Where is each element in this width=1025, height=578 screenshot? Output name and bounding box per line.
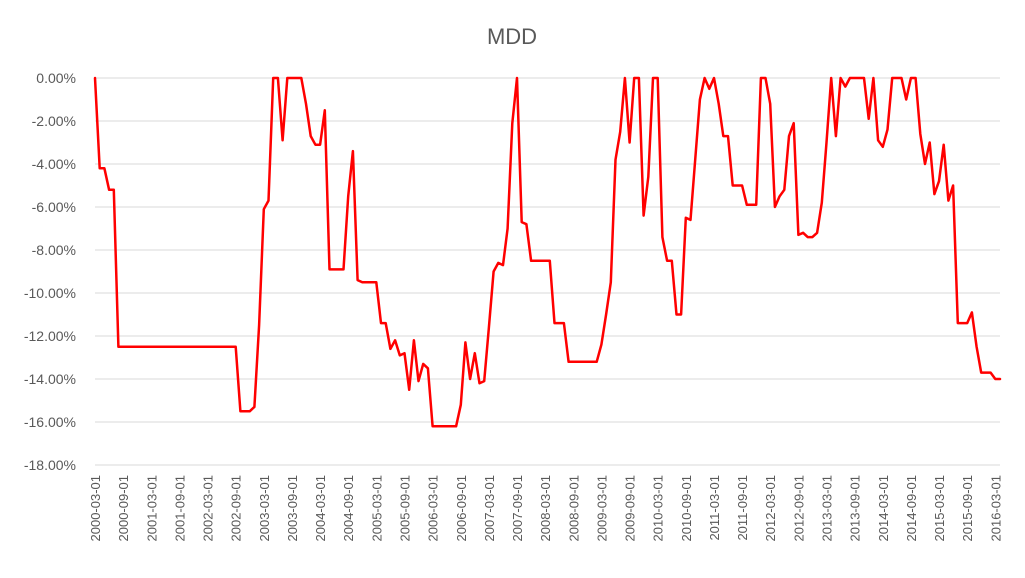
y-tick-label: -14.00% (24, 371, 76, 387)
y-tick-label: -16.00% (24, 414, 76, 430)
x-tick-label: 2008-03-01 (538, 475, 553, 542)
x-tick-label: 2005-03-01 (369, 475, 384, 542)
x-tick-label: 2013-03-01 (820, 475, 835, 542)
x-axis-tick-labels: 2000-03-01 2000-09-01 2001-03-01 2001-09-01… (88, 475, 1003, 542)
x-tick-label: 2004-03-01 (313, 475, 328, 542)
chart-title: MDD (487, 24, 537, 49)
x-tick-label: 2003-09-01 (285, 475, 300, 542)
gridlines (95, 77, 1000, 466)
x-tick-label: 2001-03-01 (144, 475, 159, 542)
x-tick-label: 2011-09-01 (735, 475, 750, 541)
x-tick-label: 2010-09-01 (679, 475, 694, 542)
x-tick-label: 2007-03-01 (482, 475, 497, 542)
x-tick-label: 2008-09-01 (566, 475, 581, 542)
x-tick-label: 2007-09-01 (510, 475, 525, 542)
y-tick-label: -6.00% (32, 199, 76, 215)
y-tick-label: -18.00% (24, 457, 76, 473)
x-tick-label: 2001-09-01 (172, 475, 187, 542)
x-tick-label: 2005-09-01 (398, 475, 413, 542)
x-tick-label: 2013-09-01 (848, 475, 863, 542)
x-tick-label: 2011-03-01 (707, 475, 722, 541)
x-tick-label: 2016-03-01 (988, 475, 1003, 542)
x-tick-label: 2015-03-01 (932, 475, 947, 542)
x-tick-label: 2004-09-01 (341, 475, 356, 542)
y-axis-tick-labels: 0.00% -2.00% -4.00% -6.00% -8.00% -10.00% -12.… (24, 70, 76, 473)
x-tick-label: 2009-09-01 (623, 475, 638, 542)
x-tick-label: 2009-03-01 (594, 475, 609, 542)
x-tick-label: 2006-03-01 (426, 475, 441, 542)
x-tick-label: 2002-09-01 (229, 475, 244, 542)
x-tick-label: 2003-03-01 (257, 475, 272, 542)
x-tick-label: 2000-03-01 (88, 475, 103, 542)
x-tick-label: 2012-09-01 (791, 475, 806, 542)
x-tick-label: 2014-09-01 (904, 475, 919, 542)
series-layer (93, 76, 1002, 428)
y-tick-label: 0.00% (36, 70, 76, 86)
y-tick-label: -8.00% (32, 242, 76, 258)
y-tick-label: -10.00% (24, 285, 76, 301)
y-tick-label: -2.00% (32, 113, 76, 129)
x-tick-label: 2000-09-01 (116, 475, 131, 542)
y-tick-label: -4.00% (32, 156, 76, 172)
y-tick-label: -12.00% (24, 328, 76, 344)
x-tick-label: 2012-03-01 (763, 475, 778, 542)
x-tick-label: 2002-03-01 (201, 475, 216, 542)
x-tick-label: 2006-09-01 (454, 475, 469, 542)
x-tick-label: 2014-03-01 (876, 475, 891, 542)
series-line (93, 76, 1002, 428)
x-tick-label: 2010-03-01 (651, 475, 666, 542)
x-tick-label: 2015-09-01 (960, 475, 975, 542)
